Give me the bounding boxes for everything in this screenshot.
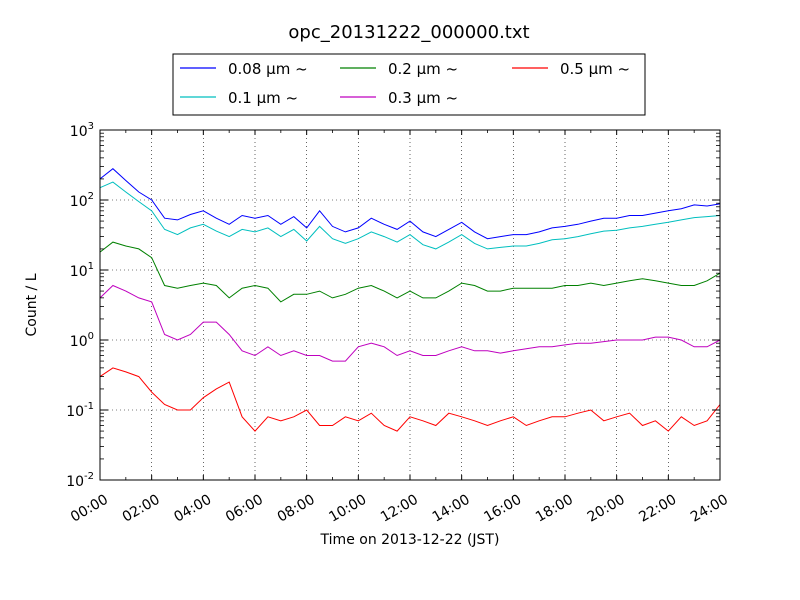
y-tick-label: 101 (70, 261, 94, 280)
y-tick-label: 102 (70, 191, 94, 210)
ticks (99, 129, 721, 481)
series-line-2 (99, 241, 721, 303)
y-tick-label: 10-2 (66, 471, 94, 490)
legend-label-0: 0.08 μm ~ (228, 60, 308, 78)
y-tick-label: 100 (70, 331, 94, 350)
legend-label-3: 0.3 μm ~ (388, 89, 458, 107)
legend: 0.08 μm ~ 0.2 μm ~ 0.5 μm ~ 0.1 μm ~ 0.3 μm … (172, 53, 646, 116)
x-axis-label: Time on 2013-12-22 (JST) (320, 532, 500, 548)
series-line-4 (99, 367, 721, 432)
y-tick-label: 103 (70, 121, 94, 140)
y-tick-label: 10-1 (66, 401, 94, 420)
legend-frame (172, 53, 646, 116)
series-line-0 (99, 168, 721, 240)
y-axis-label: Count / L (24, 273, 40, 336)
series-line-1 (99, 181, 721, 250)
legend-label-4: 0.5 μm ~ (560, 60, 630, 78)
chart-title: opc_20131222_000000.txt (288, 22, 529, 43)
series-lines (99, 168, 721, 432)
y-tick-labels: 10-2 10-1 100 101 102 103 (66, 121, 94, 490)
legend-label-2: 0.2 μm ~ (388, 60, 458, 78)
series-line-3 (99, 284, 721, 362)
legend-label-1: 0.1 μm ~ (228, 89, 298, 107)
